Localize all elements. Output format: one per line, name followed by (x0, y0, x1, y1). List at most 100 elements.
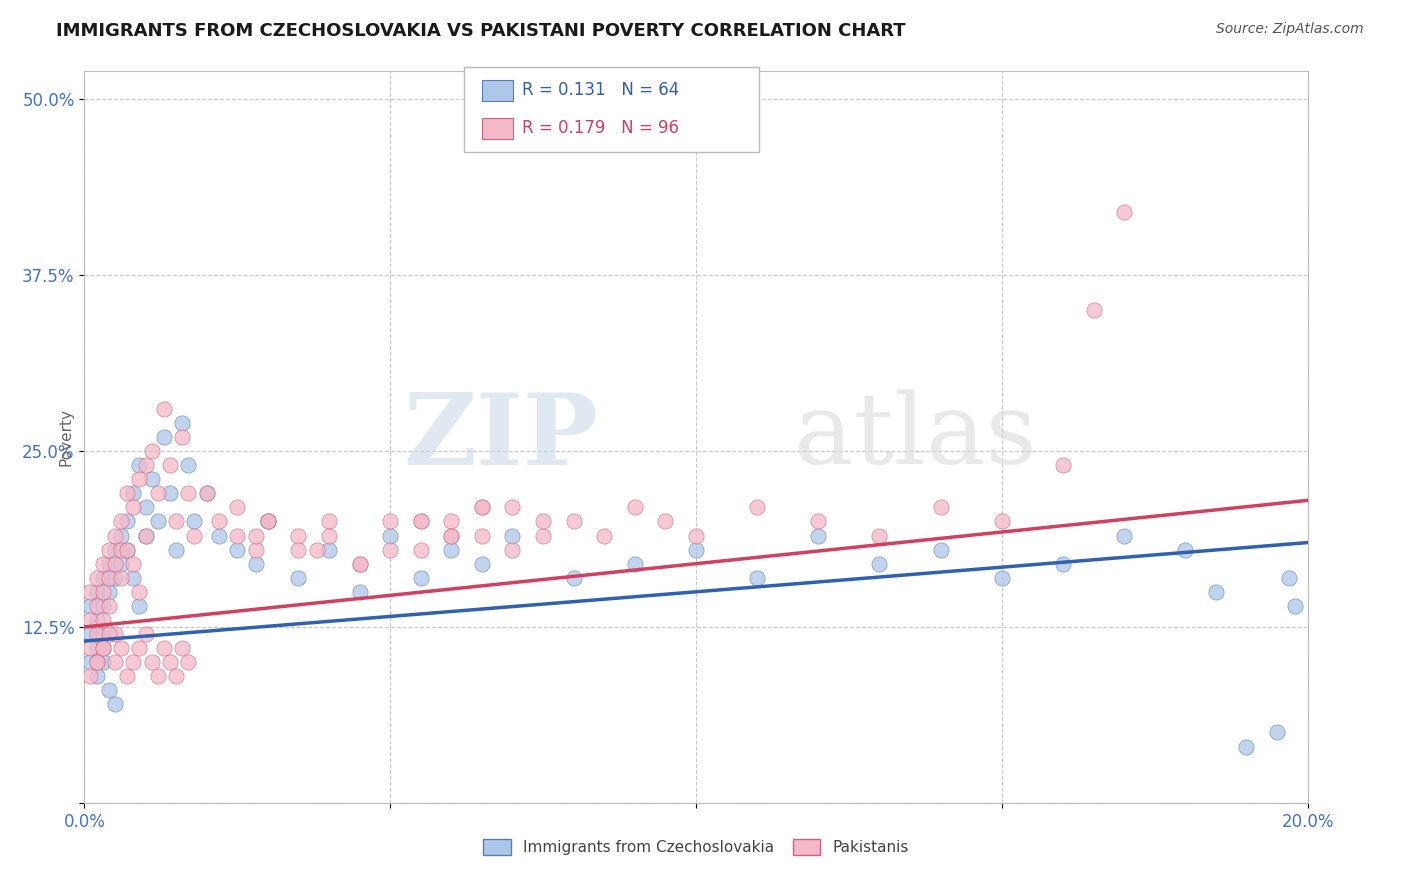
Point (991, 571, 1014, 585)
Point (115, 542, 138, 557)
Point (128, 472, 150, 486)
Point (141, 444, 163, 458)
Point (97, 627, 120, 641)
Point (104, 698, 127, 712)
Point (929, 500, 952, 515)
Point (91, 655, 114, 669)
Point (135, 627, 157, 641)
Point (1284, 599, 1306, 613)
Point (654, 515, 676, 529)
Point (97, 542, 120, 557)
Text: R = 0.179   N = 96: R = 0.179 N = 96 (522, 120, 679, 137)
Point (86, 641, 108, 656)
Point (97, 571, 120, 585)
Point (91, 599, 114, 613)
Point (86, 669, 108, 683)
Point (135, 500, 157, 515)
Point (440, 528, 463, 542)
Point (110, 528, 132, 542)
Point (172, 416, 194, 430)
Point (747, 571, 769, 585)
Point (97, 683, 120, 698)
Point (97, 599, 120, 613)
Point (86, 599, 108, 613)
Point (79, 627, 101, 641)
Point (869, 528, 891, 542)
Point (153, 401, 176, 416)
Point (1236, 739, 1258, 754)
Point (685, 542, 707, 557)
Point (122, 500, 145, 515)
Point (409, 571, 432, 585)
Point (110, 571, 132, 585)
Point (115, 669, 138, 683)
Point (531, 515, 554, 529)
Point (104, 655, 127, 669)
Point (86, 627, 108, 641)
Point (141, 472, 163, 486)
Legend: Immigrants from Czechoslovakia, Pakistanis: Immigrants from Czechoslovakia, Pakistan… (477, 833, 915, 861)
Point (146, 486, 169, 500)
Point (79, 655, 101, 669)
Point (226, 528, 249, 542)
Point (1083, 303, 1105, 318)
Point (440, 528, 463, 542)
Point (86, 613, 108, 627)
Point (104, 557, 127, 571)
Point (91, 641, 114, 656)
Text: IMMIGRANTS FROM CZECHOSLOVAKIA VS PAKISTANI POVERTY CORRELATION CHART: IMMIGRANTS FROM CZECHOSLOVAKIA VS PAKIST… (56, 22, 905, 40)
Point (104, 627, 127, 641)
Point (1114, 205, 1136, 219)
Point (86, 571, 108, 585)
Point (318, 515, 340, 529)
Point (159, 655, 181, 669)
Point (747, 500, 769, 515)
Point (128, 599, 150, 613)
Point (110, 641, 132, 656)
Point (128, 584, 150, 599)
Point (471, 500, 494, 515)
Point (177, 655, 200, 669)
Point (287, 528, 309, 542)
Text: Source: ZipAtlas.com: Source: ZipAtlas.com (1216, 22, 1364, 37)
Text: R = 0.131   N = 64: R = 0.131 N = 64 (522, 81, 679, 99)
Point (245, 528, 267, 542)
Point (226, 542, 249, 557)
Point (409, 515, 432, 529)
Point (172, 641, 194, 656)
Point (146, 669, 169, 683)
Point (79, 584, 101, 599)
Point (86, 655, 108, 669)
Point (115, 515, 138, 529)
Point (1052, 557, 1074, 571)
Point (115, 542, 138, 557)
Point (257, 515, 280, 529)
Point (91, 627, 114, 641)
Point (91, 557, 114, 571)
Point (1278, 571, 1301, 585)
Point (1205, 584, 1227, 599)
Point (318, 542, 340, 557)
Point (409, 542, 432, 557)
Point (79, 641, 101, 656)
Point (1174, 542, 1197, 557)
Point (141, 655, 163, 669)
Point (380, 542, 402, 557)
Point (128, 458, 150, 473)
Point (183, 515, 205, 529)
Point (177, 458, 200, 473)
Point (153, 641, 176, 656)
Point (257, 515, 280, 529)
Point (110, 515, 132, 529)
Point (110, 542, 132, 557)
Point (869, 557, 891, 571)
Point (929, 542, 952, 557)
Point (502, 500, 524, 515)
Point (135, 458, 157, 473)
Point (91, 571, 114, 585)
Point (97, 584, 120, 599)
Point (91, 613, 114, 627)
Text: atlas: atlas (794, 389, 1036, 485)
Point (104, 542, 127, 557)
Point (122, 557, 145, 571)
